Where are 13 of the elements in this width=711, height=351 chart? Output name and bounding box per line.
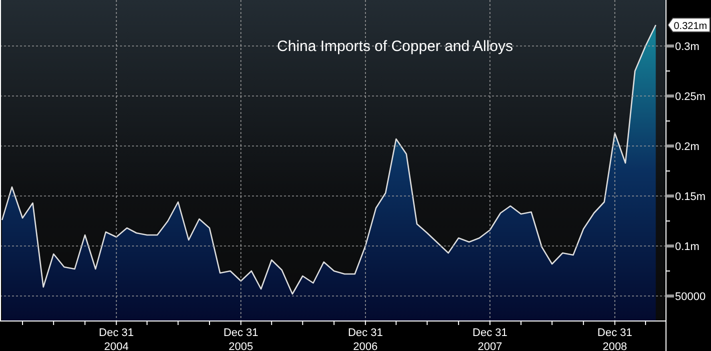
x-tick-label: Dec 31 2007 <box>472 327 508 351</box>
y-tick-label: 50000 <box>675 291 706 303</box>
x-tick-label: Dec 31 2004 <box>98 327 134 351</box>
y-tick-label: 0.25m <box>675 91 706 103</box>
y-tick-label: 0.15m <box>675 191 706 203</box>
x-tick-label: Dec 31 2005 <box>223 327 258 351</box>
y-tick-label: 0.3m <box>675 41 700 53</box>
x-tick-label: Dec 31 2008 <box>597 327 632 351</box>
annotation: 0.321m <box>674 21 708 32</box>
y-tick-label: 0.2m <box>675 141 700 153</box>
y-tick-label: 0.1m <box>675 241 700 253</box>
text: China Imports of Copper and Alloys <box>277 38 513 55</box>
x-tick-label: Dec 31 2006 <box>348 327 383 351</box>
